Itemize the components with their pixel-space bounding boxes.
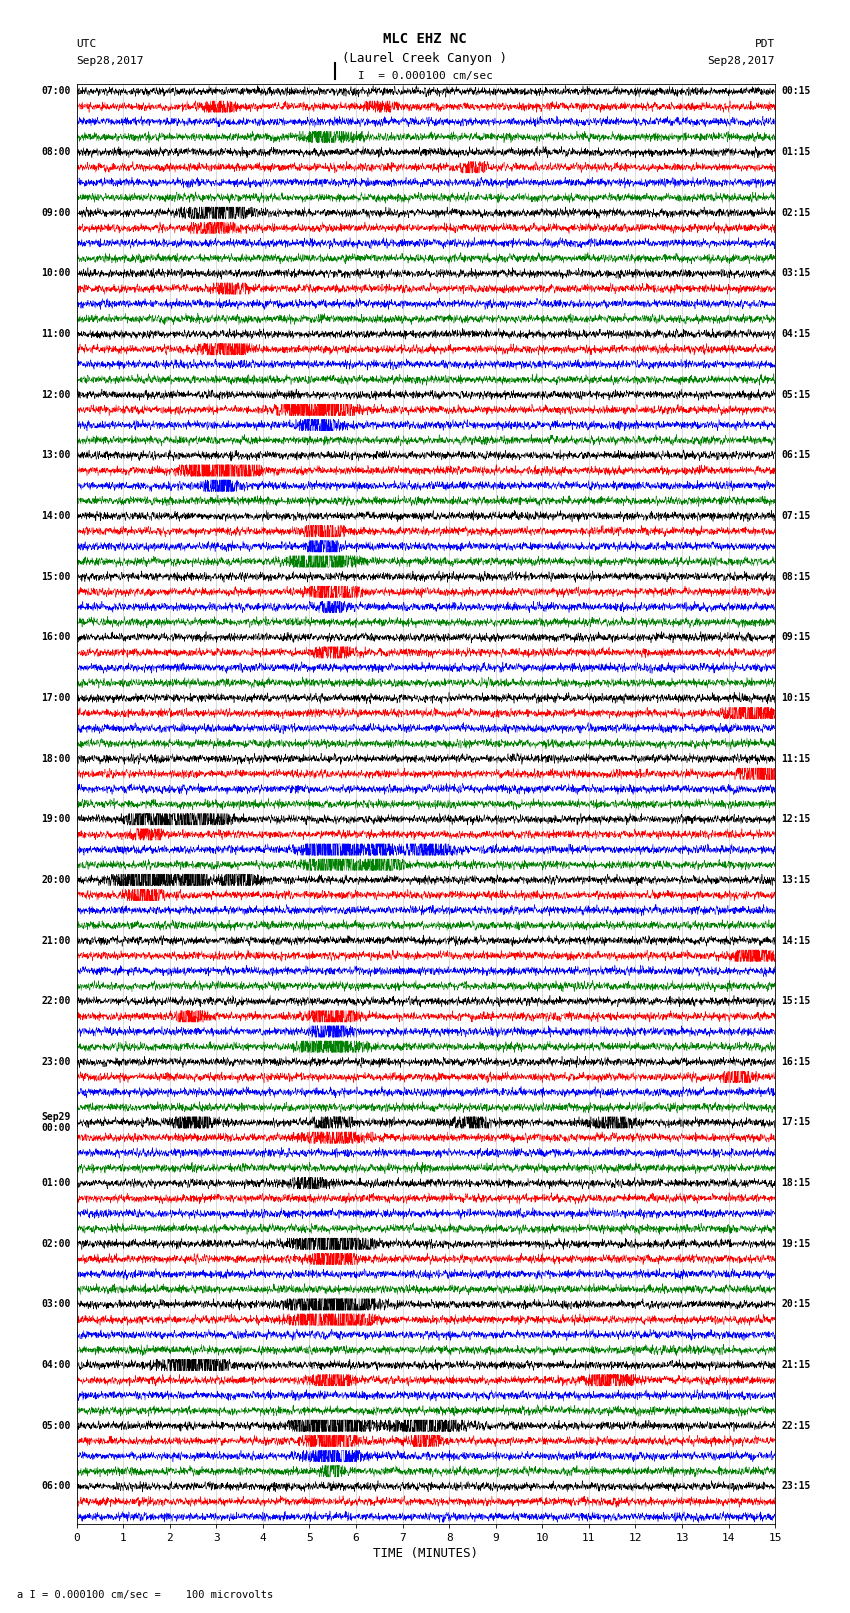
Text: UTC: UTC (76, 39, 97, 48)
Text: 04:00: 04:00 (41, 1360, 71, 1369)
Text: 12:15: 12:15 (781, 815, 811, 824)
Text: 20:00: 20:00 (41, 874, 71, 886)
Text: 08:00: 08:00 (41, 147, 71, 156)
Text: a I = 0.000100 cm/sec =    100 microvolts: a I = 0.000100 cm/sec = 100 microvolts (17, 1590, 273, 1600)
Text: 12:00: 12:00 (41, 390, 71, 400)
Text: I  = 0.000100 cm/sec: I = 0.000100 cm/sec (358, 71, 492, 81)
Text: 13:15: 13:15 (781, 874, 811, 886)
Text: 13:00: 13:00 (41, 450, 71, 460)
Text: 22:00: 22:00 (41, 997, 71, 1007)
Text: 05:15: 05:15 (781, 390, 811, 400)
Text: 10:15: 10:15 (781, 694, 811, 703)
Text: 19:00: 19:00 (41, 815, 71, 824)
Text: 23:00: 23:00 (41, 1057, 71, 1066)
Text: 07:15: 07:15 (781, 511, 811, 521)
Text: 05:00: 05:00 (41, 1421, 71, 1431)
Text: 10:00: 10:00 (41, 268, 71, 279)
Text: 19:15: 19:15 (781, 1239, 811, 1248)
Text: 06:15: 06:15 (781, 450, 811, 460)
Text: MLC EHZ NC: MLC EHZ NC (383, 32, 467, 47)
Text: PDT: PDT (755, 39, 775, 48)
Text: 03:00: 03:00 (41, 1300, 71, 1310)
Text: 09:00: 09:00 (41, 208, 71, 218)
Text: 15:00: 15:00 (41, 571, 71, 582)
Text: 02:00: 02:00 (41, 1239, 71, 1248)
Text: 17:00: 17:00 (41, 694, 71, 703)
Text: 02:15: 02:15 (781, 208, 811, 218)
Text: 23:15: 23:15 (781, 1481, 811, 1492)
Text: 08:15: 08:15 (781, 571, 811, 582)
Text: Sep28,2017: Sep28,2017 (708, 56, 775, 66)
Text: (Laurel Creek Canyon ): (Laurel Creek Canyon ) (343, 52, 507, 65)
Text: 16:00: 16:00 (41, 632, 71, 642)
Text: 21:00: 21:00 (41, 936, 71, 945)
Text: 11:15: 11:15 (781, 753, 811, 763)
Text: 15:15: 15:15 (781, 997, 811, 1007)
Text: 00:15: 00:15 (781, 87, 811, 97)
Text: 09:15: 09:15 (781, 632, 811, 642)
Text: 11:00: 11:00 (41, 329, 71, 339)
Text: 18:00: 18:00 (41, 753, 71, 763)
Text: 01:00: 01:00 (41, 1177, 71, 1189)
Text: 22:15: 22:15 (781, 1421, 811, 1431)
Text: 03:15: 03:15 (781, 268, 811, 279)
Text: 18:15: 18:15 (781, 1177, 811, 1189)
Text: 20:15: 20:15 (781, 1300, 811, 1310)
Text: 21:15: 21:15 (781, 1360, 811, 1369)
Text: Sep28,2017: Sep28,2017 (76, 56, 144, 66)
Text: 16:15: 16:15 (781, 1057, 811, 1066)
Text: 14:15: 14:15 (781, 936, 811, 945)
Text: 01:15: 01:15 (781, 147, 811, 156)
Text: 14:00: 14:00 (41, 511, 71, 521)
X-axis label: TIME (MINUTES): TIME (MINUTES) (373, 1547, 479, 1560)
Text: 06:00: 06:00 (41, 1481, 71, 1492)
Text: 07:00: 07:00 (41, 87, 71, 97)
Text: Sep29
00:00: Sep29 00:00 (41, 1111, 71, 1134)
Text: 17:15: 17:15 (781, 1118, 811, 1127)
Text: 04:15: 04:15 (781, 329, 811, 339)
